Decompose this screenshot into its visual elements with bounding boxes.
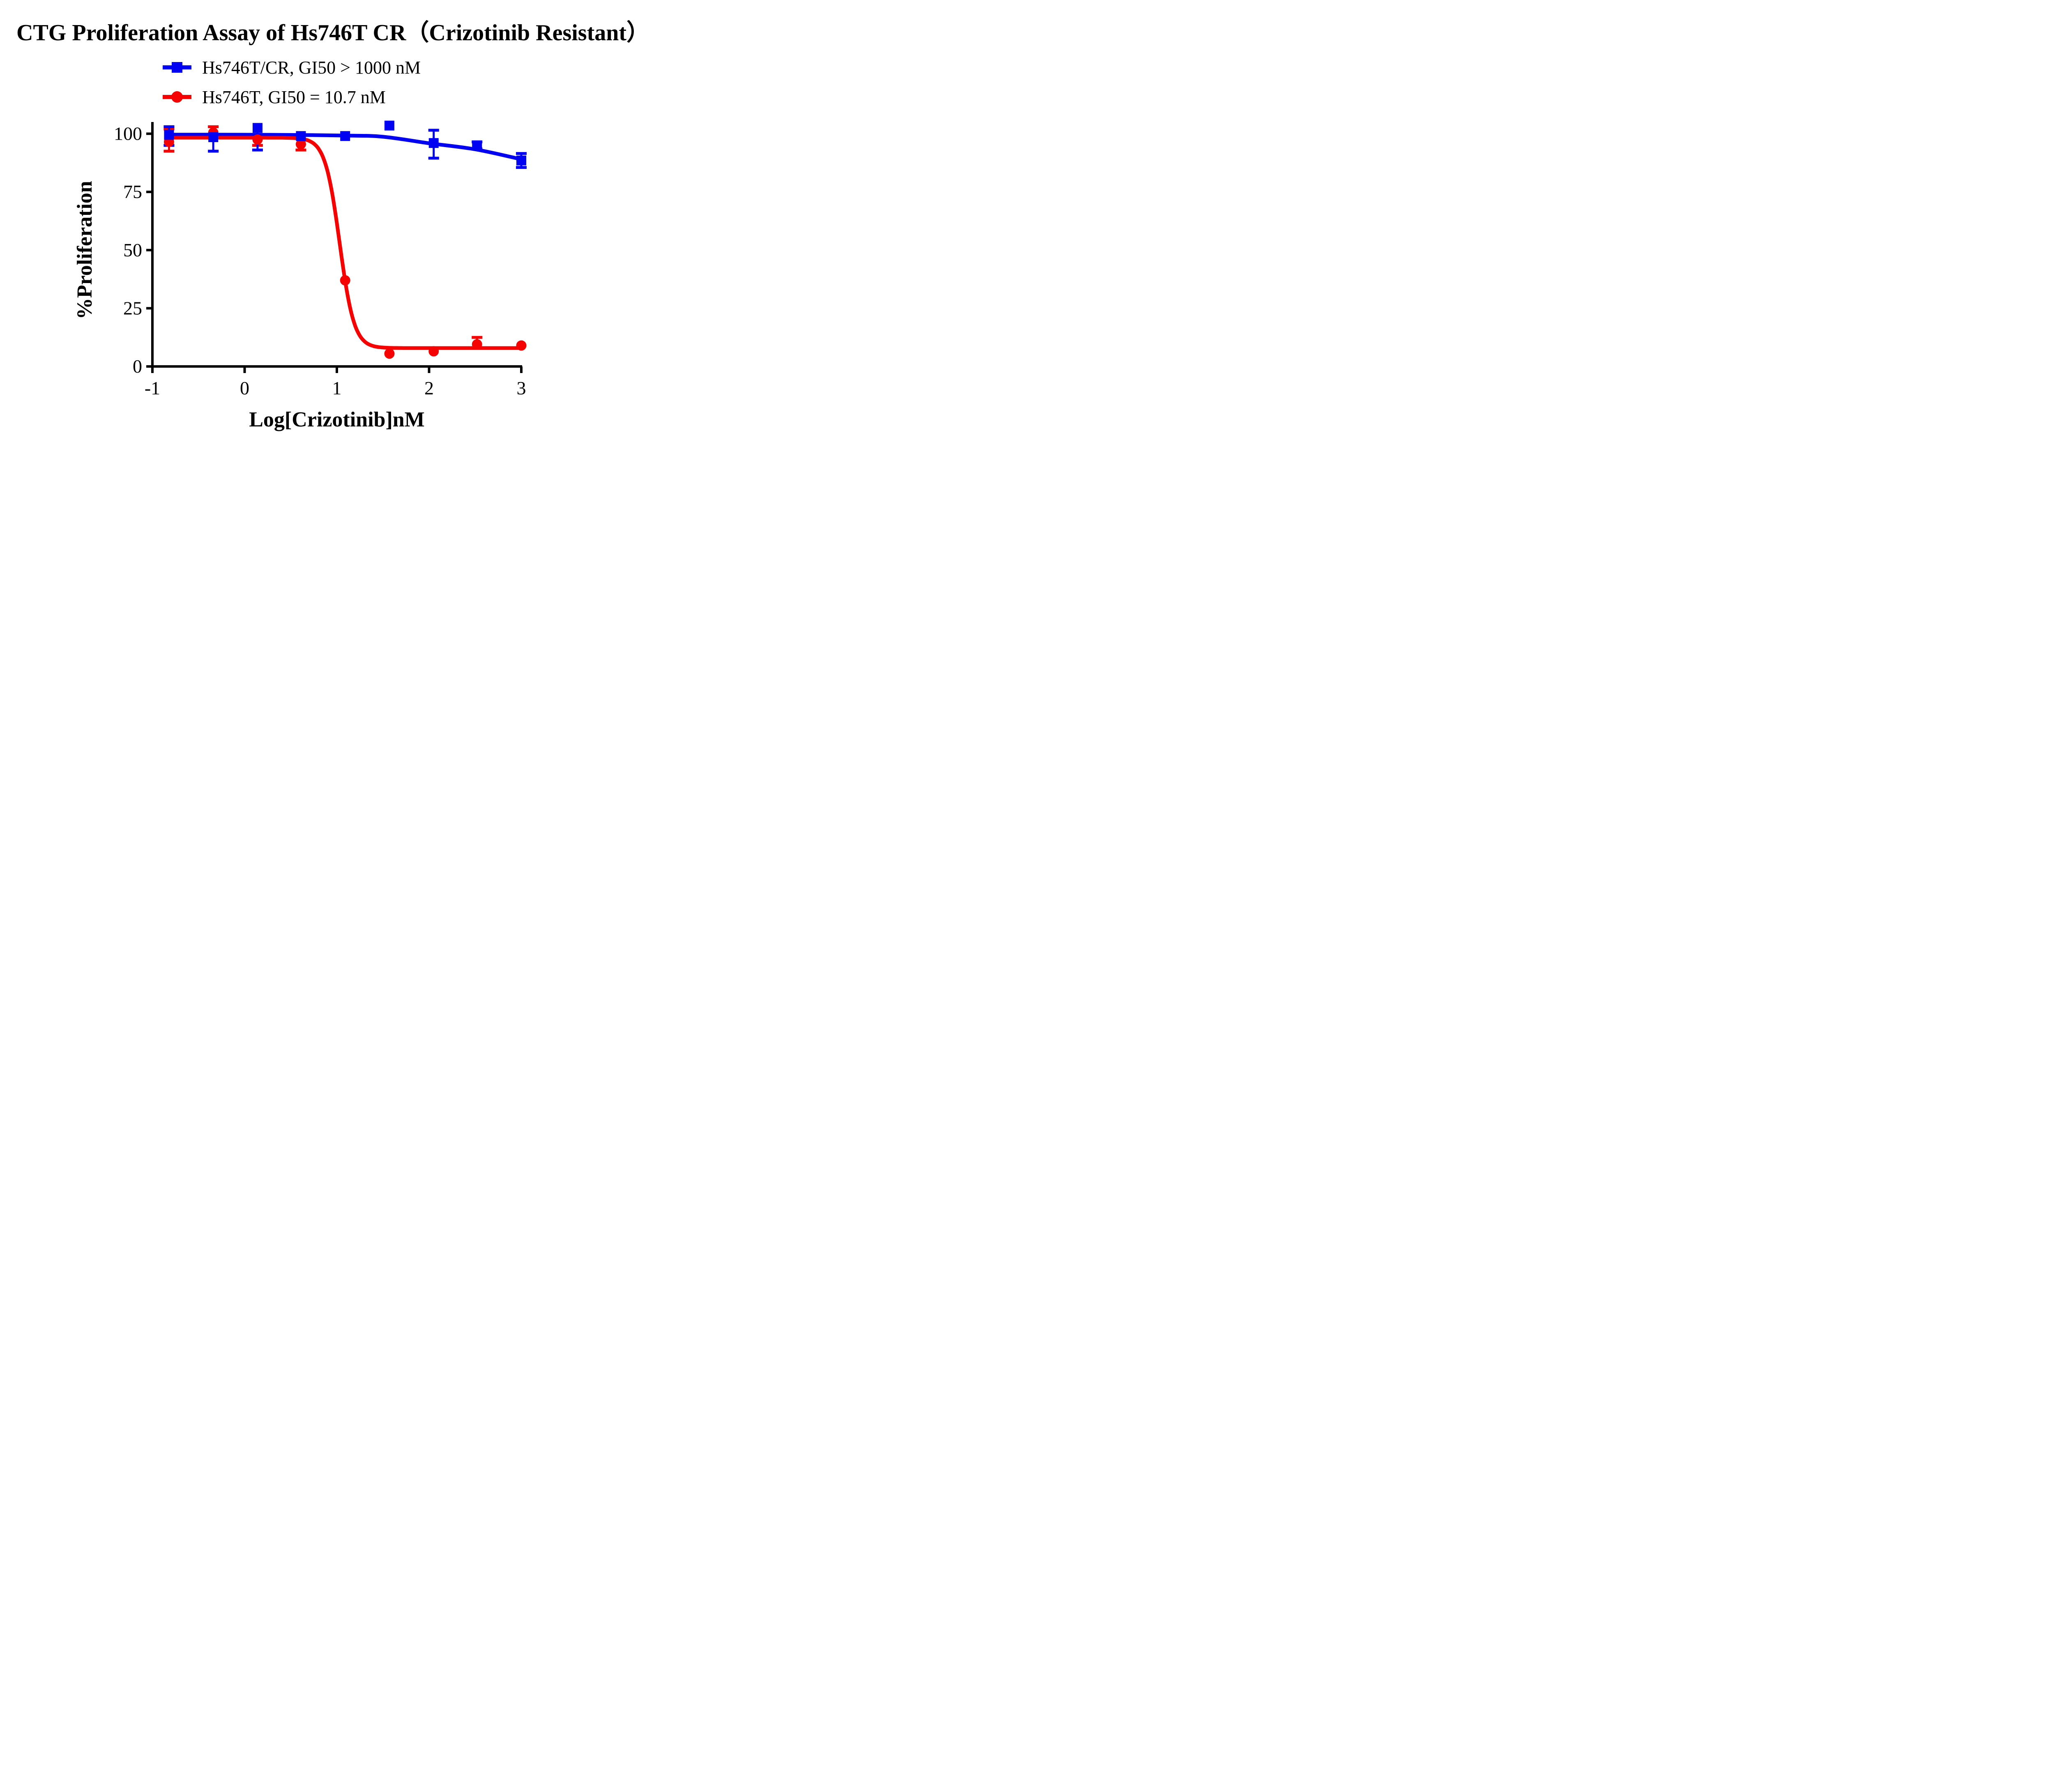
data-point-square-hs746t-cr [296, 131, 306, 141]
legend-label-hs746t: Hs746T, GI50 = 10.7 nM [202, 87, 386, 107]
data-point-circle-hs746t [340, 275, 350, 286]
y-axis-title: %Proliferation [73, 181, 97, 319]
data-point-circle-hs746t [295, 139, 306, 150]
legend-circle-marker-icon [163, 91, 191, 103]
x-tick-label: 0 [240, 378, 249, 398]
data-point-square-hs746t-cr [340, 131, 350, 141]
legend-square-marker-icon [163, 62, 191, 73]
x-tick-label: -1 [145, 378, 160, 398]
dose-response-figure: CTG Proliferation Assay of Hs746T CR（Cri… [0, 0, 667, 448]
data-point-square-hs746t-cr [384, 120, 394, 131]
y-tick-label: 25 [123, 297, 142, 318]
chart-title: CTG Proliferation Assay of Hs746T CR（Cri… [16, 20, 650, 46]
x-axis-title: Log[Crizotinib]nM [249, 408, 425, 431]
y-tick-label: 50 [123, 240, 142, 260]
data-point-square-hs746t-cr [472, 140, 482, 150]
data-point-square-hs746t-cr [208, 132, 219, 142]
data-point-circle-hs746t [472, 339, 482, 350]
data-point-square-hs746t-cr [252, 123, 263, 133]
legend-item-hs746t: Hs746T, GI50 = 10.7 nM [163, 87, 421, 107]
data-point-circle-hs746t [384, 348, 395, 359]
data-point-square-hs746t-cr [164, 130, 174, 140]
x-tick-label: 2 [424, 378, 434, 398]
legend-label-hs746t-cr: Hs746T/CR, GI50 > 1000 nM [202, 57, 421, 78]
y-tick-label: 75 [123, 181, 142, 202]
data-point-circle-hs746t [428, 346, 439, 357]
x-tick-label: 1 [332, 378, 342, 398]
y-tick-label: 0 [133, 356, 142, 377]
data-point-circle-hs746t [252, 134, 263, 145]
x-tick-label: 3 [517, 378, 526, 398]
data-point-square-hs746t-cr [516, 155, 526, 166]
data-point-square-hs746t-cr [428, 138, 439, 148]
y-tick-label: 100 [114, 123, 142, 144]
data-point-circle-hs746t [516, 340, 527, 351]
fit-curve-hs746t [164, 136, 523, 350]
legend: Hs746T/CR, GI50 > 1000 nM Hs746T, GI50 =… [163, 58, 421, 117]
legend-item-hs746t-cr: Hs746T/CR, GI50 > 1000 nM [163, 57, 421, 78]
